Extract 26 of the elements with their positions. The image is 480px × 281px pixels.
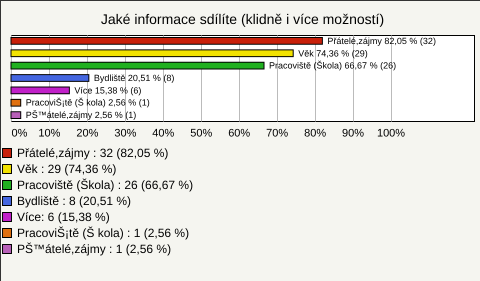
data-label: PracoviŠ¡tě (Š kola) 2,56 % (1)	[26, 98, 150, 108]
legend-label: Přátelé,zájmy : 32 (82,05 %)	[17, 146, 168, 160]
legend-label: PŠ™átelé,zájmy : 1 (2,56 %)	[17, 242, 172, 256]
data-label: Bydliště 20,51 % (8)	[94, 73, 174, 83]
data-label: Více 15,38 % (6)	[74, 85, 142, 96]
legend-label: PracoviŠ¡tě (Š kola) : 1 (2,56 %)	[17, 226, 190, 240]
legend-label: Bydliště : 8 (20,51 %)	[17, 194, 132, 208]
x-tick-label: 50%	[190, 128, 212, 140]
data-label: Pracoviště (Škola) 66,67 % (26)	[269, 60, 396, 71]
data-label: Přátelé,zájmy 82,05 % (32)	[327, 36, 436, 46]
x-tick-label: 30%	[114, 128, 137, 140]
x-tick-label: 100%	[376, 128, 406, 140]
x-tick-label: 10%	[38, 128, 61, 140]
chart-title: Jaké informace sdílíte (klidně i více možností)	[100, 11, 384, 27]
x-tick-label: 80%	[304, 128, 326, 140]
data-label: PŠ™átelé,zájmy 2,56 % (1)	[26, 110, 136, 120]
x-tick-label: 70%	[266, 128, 288, 140]
x-tick-label: 40%	[152, 128, 175, 140]
x-tick-label: 60%	[228, 128, 250, 140]
legend-label: Věk : 29 (74,36 %)	[17, 162, 116, 176]
x-tick-label: 20%	[76, 128, 99, 140]
x-tick-label: 90%	[342, 128, 364, 140]
data-label: Věk 74,36 % (29)	[298, 48, 368, 58]
x-tick-label: 0%	[12, 128, 28, 140]
legend-label: Více: 6 (15,38 %)	[17, 210, 110, 224]
legend-label: Pracoviště (Škola) : 26 (66,67 %)	[17, 178, 194, 192]
